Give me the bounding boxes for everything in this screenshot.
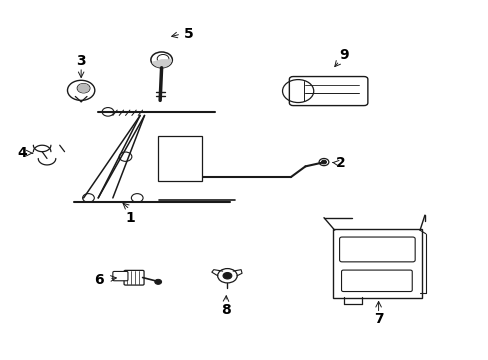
Circle shape: [155, 279, 161, 284]
Text: 6: 6: [94, 273, 104, 287]
FancyBboxPatch shape: [158, 136, 201, 181]
Text: 2: 2: [335, 156, 345, 170]
Text: 7: 7: [373, 312, 383, 326]
Circle shape: [176, 156, 183, 161]
Text: 4: 4: [17, 146, 27, 160]
FancyBboxPatch shape: [339, 237, 414, 262]
FancyBboxPatch shape: [124, 270, 144, 285]
Text: 9: 9: [339, 48, 348, 62]
Text: 3: 3: [76, 54, 86, 68]
Wedge shape: [152, 60, 171, 67]
FancyBboxPatch shape: [113, 271, 128, 281]
Text: 5: 5: [183, 27, 193, 41]
FancyBboxPatch shape: [289, 77, 367, 105]
Circle shape: [223, 273, 231, 279]
FancyBboxPatch shape: [341, 270, 411, 292]
Wedge shape: [78, 84, 89, 92]
FancyBboxPatch shape: [332, 229, 421, 298]
Circle shape: [188, 175, 195, 180]
Text: 8: 8: [221, 303, 230, 317]
Text: 1: 1: [125, 211, 135, 225]
Circle shape: [321, 160, 326, 164]
